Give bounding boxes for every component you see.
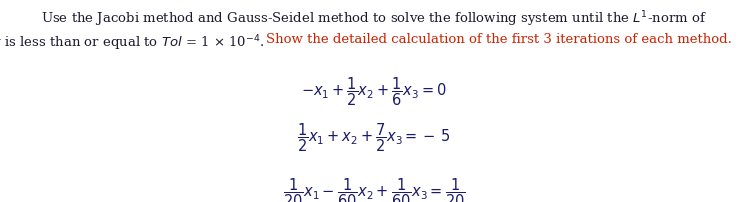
Text: Show the detailed calculation of the first 3 iterations of each method.: Show the detailed calculation of the fir… xyxy=(266,33,732,46)
Text: Use the Jacobi method and Gauss-Seidel method to solve the following system unti: Use the Jacobi method and Gauss-Seidel m… xyxy=(41,9,707,29)
Text: $\dfrac{1}{2}x_1 + x_2 + \dfrac{7}{2}x_3 = -\,5$: $\dfrac{1}{2}x_1 + x_2 + \dfrac{7}{2}x_3… xyxy=(298,121,450,154)
Text: $\dfrac{1}{20}x_1 - \dfrac{1}{60}x_2 + \dfrac{1}{60}x_3 = \dfrac{1}{20}$: $\dfrac{1}{20}x_1 - \dfrac{1}{60}x_2 + \… xyxy=(283,176,465,202)
Text: $\Delta x$ is less than or equal to $\mathit{Tol}$ = 1 $\times$ 10$^{-4}$.: $\Delta x$ is less than or equal to $\ma… xyxy=(0,33,266,53)
Text: $-x_1 + \dfrac{1}{2}x_2 + \dfrac{1}{6}x_3 = 0$: $-x_1 + \dfrac{1}{2}x_2 + \dfrac{1}{6}x_… xyxy=(301,75,447,107)
